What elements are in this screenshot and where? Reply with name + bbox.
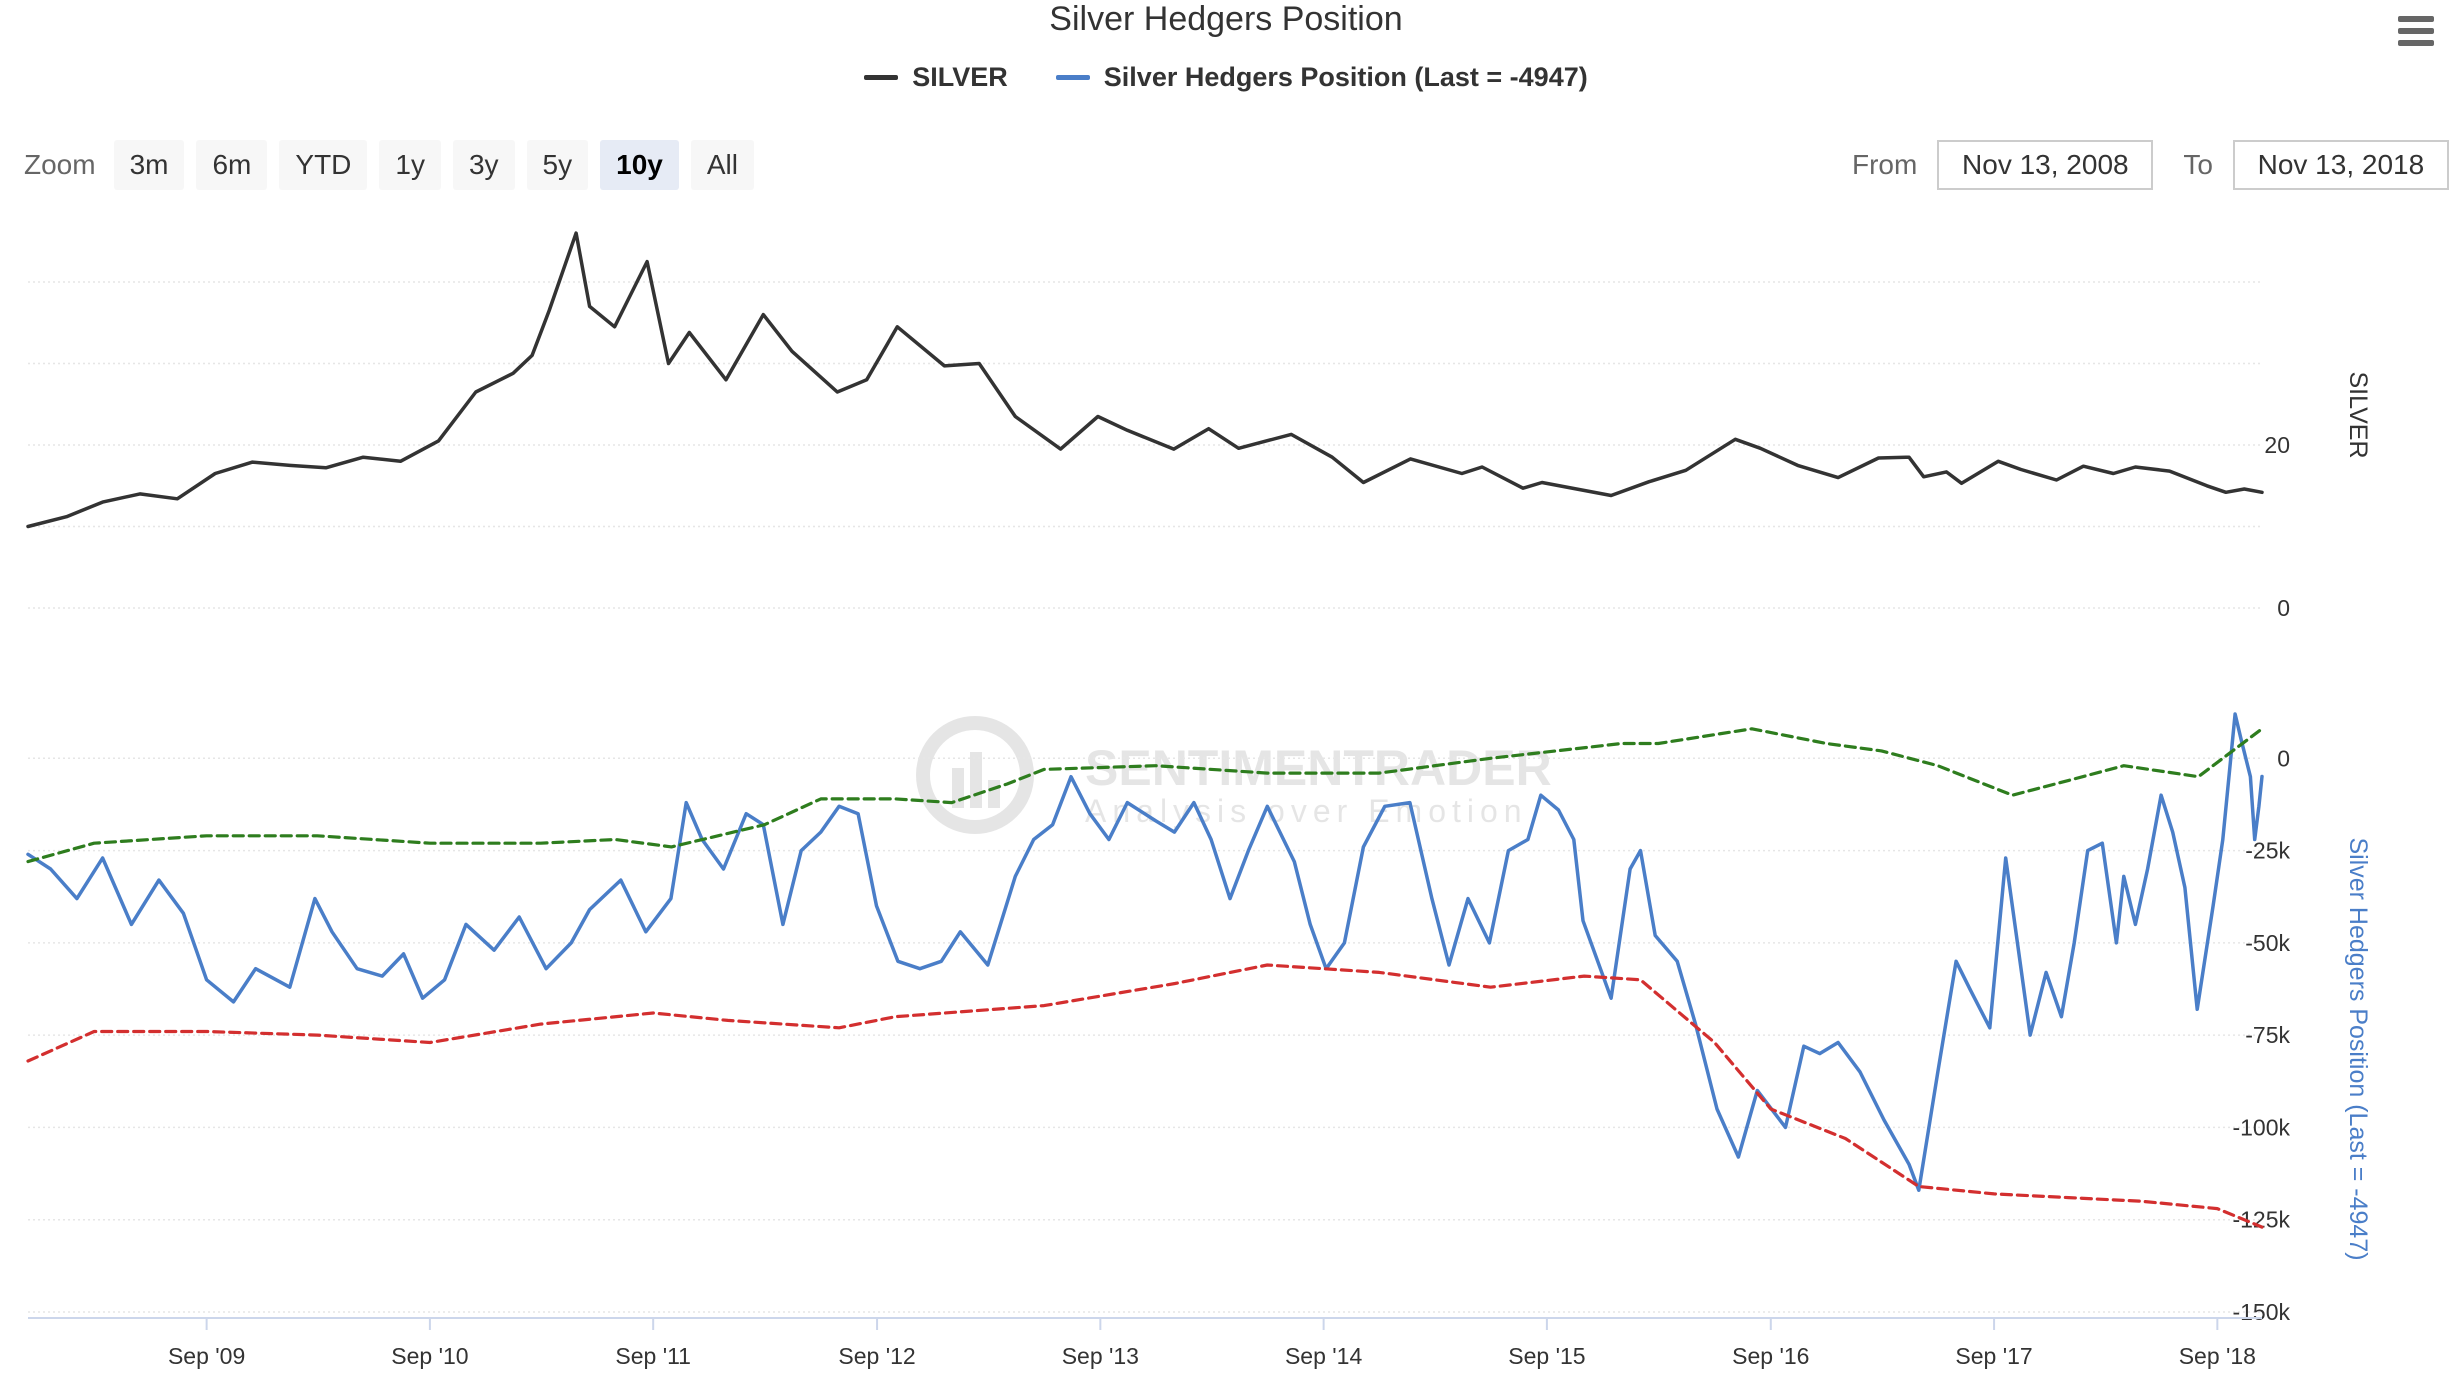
series-line-silver-hedgers-position-last-4947: [26, 712, 2264, 1192]
watermark-brand: SENTIMENTRADER: [1085, 740, 1552, 796]
series-line-upper-band: [26, 727, 2264, 864]
zoom-label: Zoom: [24, 149, 96, 180]
x-tick-label-5: Sep '14: [1285, 1343, 1362, 1369]
from-label: From: [1852, 149, 1918, 180]
zoom-button-10y[interactable]: 10y: [600, 140, 679, 190]
to-label: To: [2183, 149, 2213, 180]
date-range: From Nov 13, 2008 To Nov 13, 2018: [1852, 140, 2449, 190]
zoom-button-6m[interactable]: 6m: [196, 140, 268, 190]
series-line-silver: [26, 231, 2264, 529]
x-tick-label-0: Sep '09: [168, 1343, 245, 1369]
series-line-lower-band: [26, 963, 2264, 1229]
y-tick-label-1-4: -100k: [2232, 1114, 2290, 1140]
legend-swatch-silver: [864, 75, 899, 80]
y-tick-label-0-0: 20: [2264, 432, 2290, 458]
hamburger-menu-icon[interactable]: [2392, 10, 2440, 54]
legend-item-hedgers[interactable]: Silver Hedgers Position (Last = -4947): [1055, 62, 1588, 93]
y-tick-label-1-3: -75k: [2245, 1022, 2290, 1048]
x-tick-label-6: Sep '15: [1508, 1343, 1585, 1369]
y-tick-label-1-1: -25k: [2245, 838, 2290, 864]
legend-item-silver[interactable]: SILVER: [864, 62, 1008, 93]
y-axis-title-hedgers: Silver Hedgers Position (Last = -4947): [2344, 837, 2372, 1260]
chart-title: Silver Hedgers Position: [1049, 0, 1403, 38]
x-tick-label-4: Sep '13: [1062, 1343, 1139, 1369]
x-tick-label-7: Sep '16: [1732, 1343, 1809, 1369]
x-tick-label-1: Sep '10: [391, 1343, 468, 1369]
zoom-button-1y[interactable]: 1y: [379, 140, 441, 190]
y-tick-label-0-1: 0: [2277, 595, 2290, 621]
zoom-button-3y[interactable]: 3y: [452, 140, 515, 190]
watermark: SENTIMENTRADER Analysis over Emotion: [916, 716, 1552, 834]
y-tick-label-1-6: -150k: [2232, 1299, 2290, 1325]
legend: SILVER Silver Hedgers Position (Last = -…: [0, 62, 2452, 93]
zoom-button-5y[interactable]: 5y: [526, 140, 589, 190]
legend-swatch-hedgers: [1055, 75, 1090, 80]
zoom-button-all[interactable]: All: [690, 140, 754, 190]
x-tick-label-9: Sep '18: [2179, 1343, 2256, 1369]
x-axis: Sep '09 Sep '10 Sep '11 Sep '12 Sep '13 Sep '…: [28, 1317, 2262, 1369]
x-tick-label-8: Sep '17: [1955, 1343, 2032, 1369]
legend-label-hedgers: Silver Hedgers Position (Last = -4947): [1103, 62, 1588, 92]
zoom-selector: Zoom 3m 6m YTD 1y 3y 5y 10y All: [24, 140, 754, 190]
price-panel: 20 0 SILVER: [26, 231, 2372, 621]
y-axis-title-price: SILVER: [2344, 371, 2372, 458]
zoom-button-ytd[interactable]: YTD: [279, 140, 368, 190]
y-tick-label-1-0: 0: [2277, 745, 2290, 771]
x-tick-label-3: Sep '12: [838, 1343, 915, 1369]
to-date-input[interactable]: Nov 13, 2018: [2232, 140, 2449, 190]
zoom-button-3m[interactable]: 3m: [113, 140, 185, 190]
x-tick-label-2: Sep '11: [615, 1343, 691, 1369]
y-tick-label-1-2: -50k: [2245, 930, 2290, 956]
legend-label-silver: SILVER: [912, 62, 1008, 92]
watermark-tagline: Analysis over Emotion: [1085, 793, 1528, 829]
from-date-input[interactable]: Nov 13, 2008: [1937, 140, 2154, 190]
